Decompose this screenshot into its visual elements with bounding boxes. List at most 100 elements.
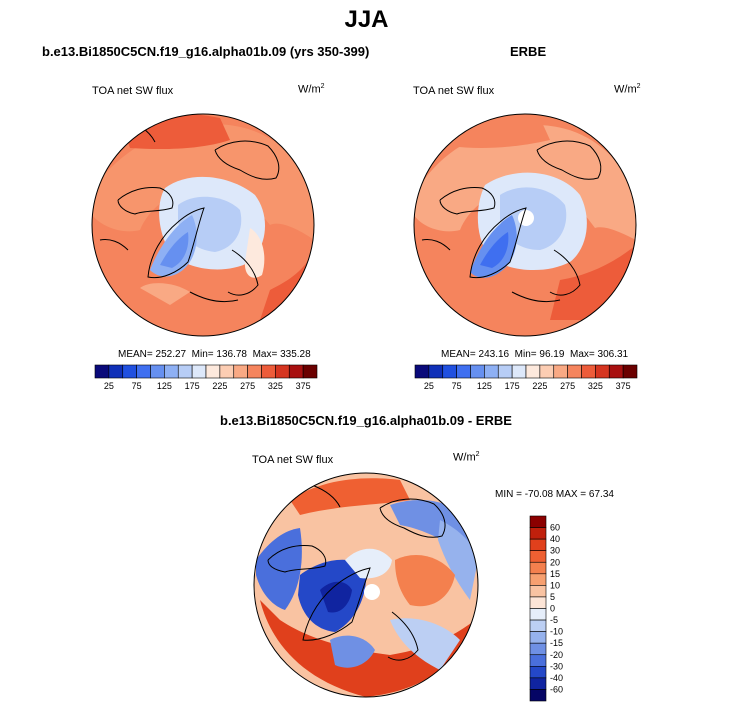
panel3-colorbar-tick-label: 10 bbox=[550, 580, 560, 590]
panel3-colorbar-swatch-15 bbox=[529, 689, 547, 702]
panel2-colorbar-swatch-9 bbox=[539, 364, 555, 379]
panel2-colorbar-swatch-13 bbox=[595, 364, 610, 379]
panel1-colorbar-tick-label: 325 bbox=[268, 381, 283, 391]
panel2-colorbar-swatch-3 bbox=[456, 364, 471, 379]
panel1-units: W/m2 bbox=[298, 83, 325, 96]
panel3-colorbar-tick-label: -5 bbox=[550, 615, 558, 625]
panel3-colorbar-swatch-4 bbox=[529, 561, 547, 575]
panel2-units: W/m2 bbox=[614, 83, 641, 96]
panel3-colorbar-swatch-6 bbox=[529, 585, 547, 598]
panel3-colorbar-swatch-7 bbox=[529, 596, 547, 609]
panel1-min: Min= 136.78 bbox=[191, 349, 247, 360]
panel3-variable: TOA net SW flux bbox=[252, 454, 334, 466]
panel3-colorbar-tick-label: -30 bbox=[550, 661, 563, 671]
panel3-colorbar-tick-label: 0 bbox=[550, 604, 555, 614]
panel3-colorbar-swatch-11 bbox=[529, 642, 547, 656]
panel3-colorbar-tick-label: 15 bbox=[550, 569, 560, 579]
panel1-colorbar-swatch-15 bbox=[302, 364, 318, 379]
panel2-colorbar-tick-label: 75 bbox=[452, 381, 462, 391]
panel2-colorbar-swatch-2 bbox=[442, 364, 457, 379]
panel1-colorbar: 25 75 125 175 225 275 325 375 bbox=[94, 364, 318, 391]
panel2-polar-map bbox=[413, 113, 637, 337]
panel2-colorbar-swatch-5 bbox=[484, 364, 499, 379]
panel2-colorbar-tick-label: 175 bbox=[505, 381, 520, 391]
panel2-colorbar-swatch-12 bbox=[581, 364, 596, 379]
panel1-colorbar-swatch-2 bbox=[122, 364, 137, 379]
panel3-colorbar-swatch-5 bbox=[529, 573, 547, 586]
panel2-colorbar-swatch-11 bbox=[567, 364, 582, 379]
panel1-colorbar-tick-label: 125 bbox=[157, 381, 172, 391]
panel3-colorbar-tick-label: 60 bbox=[550, 523, 560, 533]
panel2-colorbar-tick-label: 225 bbox=[532, 381, 547, 391]
panel2-colorbar-swatch-7 bbox=[511, 364, 527, 379]
panel1-stats: MEAN= 252.27 Min= 136.78 Max= 335.28 bbox=[118, 349, 311, 360]
panel2-colorbar-swatch-10 bbox=[553, 364, 568, 379]
panel2-colorbar-swatch-4 bbox=[470, 364, 485, 379]
panel1-colorbar-swatch-12 bbox=[261, 364, 276, 379]
panel2-mean: MEAN= 243.16 bbox=[441, 349, 510, 360]
panel3-colorbar-swatch-12 bbox=[529, 654, 547, 667]
panel2-colorbar-swatch-6 bbox=[497, 364, 513, 379]
panel1-colorbar-swatch-0 bbox=[94, 364, 110, 379]
panel1-colorbar-swatch-13 bbox=[275, 364, 290, 379]
panel2-min: Min= 96.19 bbox=[514, 349, 565, 360]
panel3-colorbar-tick-label: -60 bbox=[550, 684, 563, 694]
panel2-colorbar-swatch-8 bbox=[525, 364, 541, 379]
panel2-max: Max= 306.31 bbox=[570, 349, 629, 360]
panel1-colorbar-swatch-1 bbox=[108, 364, 124, 379]
panel1-max: Max= 335.28 bbox=[252, 349, 311, 360]
panel3-colorbar-swatch-14 bbox=[529, 677, 547, 690]
panel3-title: b.e13.Bi1850C5CN.f19_g16.alpha01b.09 - E… bbox=[220, 413, 512, 428]
panel1-colorbar-swatch-4 bbox=[150, 364, 165, 379]
panel2-colorbar-tick-label: 25 bbox=[424, 381, 434, 391]
panel2-stats: MEAN= 243.16 Min= 96.19 Max= 306.31 bbox=[441, 349, 628, 360]
panel1-colorbar-swatch-7 bbox=[191, 364, 207, 379]
panel3-colorbar-tick-label: 40 bbox=[550, 534, 560, 544]
panel3-minmax: MIN = -70.08 MAX = 67.34 bbox=[495, 489, 614, 500]
panel2-colorbar-swatch-15 bbox=[622, 364, 638, 379]
panel2-colorbar-tick-label: 275 bbox=[560, 381, 575, 391]
panel2-colorbar-tick-label: 375 bbox=[616, 381, 631, 391]
panel1-colorbar-swatch-8 bbox=[205, 364, 221, 379]
panel3-colorbar-swatch-9 bbox=[529, 619, 547, 632]
panel3-colorbar-tick-label: -40 bbox=[550, 673, 563, 683]
panel3-polar-map bbox=[253, 472, 479, 698]
panel2-colorbar-tick-label: 325 bbox=[588, 381, 603, 391]
panel1-mean: MEAN= 252.27 bbox=[118, 349, 187, 360]
panel2-colorbar: 25 75 125 175 225 275 325 375 bbox=[414, 364, 638, 391]
panel1-colorbar-tick-label: 275 bbox=[240, 381, 255, 391]
panel1-colorbar-swatch-14 bbox=[288, 364, 304, 379]
panel1-colorbar-swatch-6 bbox=[177, 364, 193, 379]
panel3-colorbar-tick-label: 20 bbox=[550, 557, 560, 567]
panel1-colorbar-swatch-3 bbox=[136, 364, 151, 379]
panel1-polar-map bbox=[91, 113, 315, 337]
panel3-colorbar-swatch-13 bbox=[529, 666, 547, 679]
panel3-colorbar-tick-label: 5 bbox=[550, 592, 555, 602]
panel3-colorbar-tick-label: 30 bbox=[550, 546, 560, 556]
panel3-colorbar-swatch-8 bbox=[529, 608, 547, 621]
panel1-colorbar-tick-label: 175 bbox=[185, 381, 200, 391]
panel3-colorbar-swatch-10 bbox=[529, 631, 547, 644]
panel3-colorbar-tick-label: -20 bbox=[550, 650, 563, 660]
panel3-colorbar-swatch-3 bbox=[529, 550, 547, 563]
panel1-colorbar-tick-label: 25 bbox=[104, 381, 114, 391]
panel1-colorbar-swatch-10 bbox=[233, 364, 248, 379]
panel2-variable: TOA net SW flux bbox=[413, 85, 495, 97]
panel3-colorbar-swatch-2 bbox=[529, 538, 547, 551]
panel2-colorbar-swatch-1 bbox=[428, 364, 444, 379]
panel1-colorbar-tick-label: 75 bbox=[132, 381, 142, 391]
panel3-colorbar-swatch-0 bbox=[529, 515, 547, 528]
panel1-variable: TOA net SW flux bbox=[92, 85, 174, 97]
figure-title: JJA bbox=[344, 6, 389, 33]
panel1-colorbar-swatch-9 bbox=[219, 364, 235, 379]
panel3-units: W/m2 bbox=[453, 451, 480, 464]
panel2-title: ERBE bbox=[510, 44, 547, 59]
panel2-colorbar-swatch-0 bbox=[414, 364, 430, 379]
panel3-colorbar-tick-label: -10 bbox=[550, 627, 563, 637]
panel2-colorbar-swatch-14 bbox=[608, 364, 624, 379]
panel1-colorbar-tick-label: 225 bbox=[212, 381, 227, 391]
panel1-title: b.e13.Bi1850C5CN.f19_g16.alpha01b.09 (yr… bbox=[42, 44, 370, 59]
panel3-colorbar-tick-label: -15 bbox=[550, 638, 563, 648]
